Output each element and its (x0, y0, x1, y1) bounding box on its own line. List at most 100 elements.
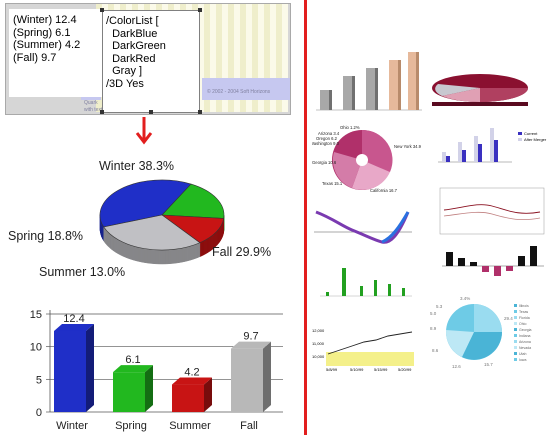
pie-slice-winter (99, 179, 192, 228)
pie-label-spring: Spring 18.8% (8, 229, 84, 243)
pie-side-fall (178, 247, 183, 263)
x-tick-label: Fall (240, 420, 258, 432)
x-tick-label: Spring (115, 420, 147, 432)
pie-side-fall (133, 245, 137, 262)
pie-side-fall (170, 249, 174, 264)
pie-side-fall (121, 241, 125, 258)
pie-side-fall (197, 242, 201, 259)
pie-side-fall (155, 249, 160, 265)
pie-side-fall (115, 237, 118, 254)
svg-text:3.4%: 3.4% (460, 296, 470, 301)
pie-side-fall (161, 249, 166, 265)
svg-text:5/20/99: 5/20/99 (398, 367, 412, 372)
gallery-labeled-pie: Ohio 1.2% Arizona 3.4 Oregon 6.2 Washing… (312, 125, 422, 193)
gallery-yellow-line: 12,000 11,000 10,000 5/8/99 5/10/99 5/15… (312, 328, 414, 372)
pie-side-fall (141, 247, 145, 263)
svg-text:Illinois: Illinois (519, 304, 529, 308)
pie-side-fall (147, 248, 151, 264)
svg-text:New York 34.9: New York 34.9 (394, 144, 422, 149)
pie-label-winter: Winter 38.3% (99, 159, 175, 173)
selection-tint-right (202, 78, 290, 100)
pie-label-fall: Fall 29.9% (212, 245, 272, 259)
svg-text:Ohio 1.2%: Ohio 1.2% (340, 125, 360, 130)
pie-side-fall (117, 238, 120, 255)
pie-side-fall (113, 236, 116, 253)
svg-text:5/8/99: 5/8/99 (326, 367, 338, 372)
pie-side-fall (181, 247, 185, 263)
svg-text:Florida: Florida (519, 316, 530, 320)
faint-copyright: © 2002 - 2004 Soft Horizons (207, 89, 271, 95)
gallery-green-bars (320, 268, 412, 297)
down-arrow-icon (135, 117, 153, 145)
pie-side-fall (136, 246, 140, 262)
gallery-blue-pie: 3.4% 5.3 5.0 8.9 29.4 8.6 12.6 15.7 Illi… (430, 296, 532, 369)
svg-text:12.6: 12.6 (452, 364, 461, 369)
bar-side-summer (204, 377, 212, 412)
bar-spring (113, 372, 145, 412)
svg-text:Current: Current (524, 131, 538, 136)
bar-value-label: 9.7 (243, 331, 258, 343)
bar-top-summer (172, 377, 212, 385)
resize-handle[interactable] (149, 110, 153, 114)
gallery-flat-pie (432, 74, 528, 106)
options-text-box[interactable]: /ColorList [ DarkBlue DarkGreen DarkRed … (102, 10, 200, 113)
pie-side-fall (192, 244, 196, 260)
gallery-black-bars (442, 246, 544, 276)
resize-handle[interactable] (198, 110, 202, 114)
svg-text:5.3: 5.3 (436, 304, 443, 309)
svg-text:Arizona: Arizona (519, 340, 531, 344)
svg-text:California 16.7: California 16.7 (370, 188, 398, 193)
pie-side-fall (167, 249, 171, 265)
editor-panel: (Winter) 12.4 (Spring) 6.1 (Summer) 4.2 … (5, 3, 291, 115)
svg-text:Texas: Texas (519, 310, 528, 314)
svg-text:Arizona 3.4: Arizona 3.4 (318, 131, 340, 136)
pie-side-fall (103, 226, 106, 244)
pie-side-fall (126, 243, 130, 259)
svg-text:Oregon 6.2: Oregon 6.2 (316, 136, 338, 141)
bar-value-label: 4.2 (184, 367, 199, 379)
gallery-grouped-bars: Current After Merger (438, 128, 547, 163)
y-tick-label: 0 (36, 407, 42, 419)
bar-top-fall (231, 341, 271, 349)
svg-text:15.7: 15.7 (484, 362, 493, 367)
svg-text:5/10/99: 5/10/99 (350, 367, 364, 372)
gallery-3d-bar-chart (316, 52, 422, 111)
pie-side-fall (119, 240, 123, 257)
gallery-curve-chart (314, 210, 412, 244)
bar-value-label: 12.4 (63, 313, 84, 325)
data-text-box[interactable]: (Winter) 12.4 (Spring) 6.1 (Summer) 4.2 … (9, 9, 103, 97)
sample-gallery: Ohio 1.2% Arizona 3.4 Oregon 6.2 Washing… (312, 52, 547, 372)
pie-side-fall (173, 248, 177, 264)
svg-text:29.4: 29.4 (504, 316, 513, 321)
pie-side-fall (176, 248, 180, 264)
pie-side-fall (187, 245, 191, 262)
pie-side-fall (184, 246, 188, 262)
y-tick-label: 5 (36, 374, 42, 386)
pie-side-fall (189, 245, 193, 261)
svg-text:11,000: 11,000 (312, 341, 325, 346)
svg-text:Washington 9.0: Washington 9.0 (312, 141, 340, 146)
pie-side-fall (158, 249, 163, 265)
svg-text:Georgia: Georgia (519, 328, 532, 332)
pie-slice-fall (103, 214, 201, 251)
bar-chart: 0 5 10 15 12.4 Winter 6.1 Spring 4.2 Summer 9.7 Fal… (30, 309, 283, 432)
svg-text:5/15/99: 5/15/99 (374, 367, 388, 372)
svg-text:Indiana: Indiana (519, 334, 531, 338)
pie-side-fall (164, 249, 169, 265)
svg-text:Iowa: Iowa (519, 358, 526, 362)
resize-handle[interactable] (100, 8, 104, 12)
faint-caption-left: Quark with text (84, 100, 103, 113)
y-tick-label: 10 (30, 342, 42, 354)
bar-side-fall (263, 341, 271, 412)
resize-handle[interactable] (100, 110, 104, 114)
bar-summer (172, 384, 204, 412)
svg-text:10,000: 10,000 (312, 354, 325, 359)
svg-text:Utah: Utah (519, 352, 526, 356)
svg-text:Nevada: Nevada (519, 346, 531, 350)
resize-handle[interactable] (198, 8, 202, 12)
bar-top-spring (113, 365, 153, 373)
gallery-line-chart (439, 187, 545, 235)
bar-fall (231, 348, 263, 412)
x-tick-label: Summer (169, 420, 211, 432)
y-tick-label: 15 (30, 309, 42, 321)
